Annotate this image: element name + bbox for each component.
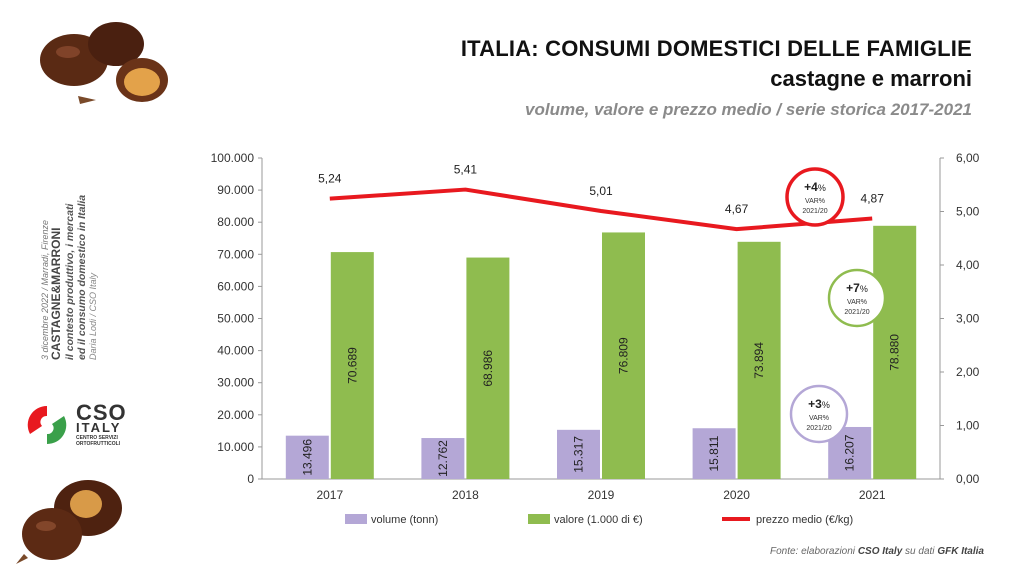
var-badge-period: 2021/20: [844, 309, 869, 316]
page-subtitle: castagne e marroni: [770, 66, 972, 91]
y-tick-label: 10.000: [217, 440, 254, 454]
var-badge-value: +4%: [804, 180, 826, 194]
event-author: Daria Lodi / CSO Italy: [88, 272, 99, 360]
var-badge-label: VAR%: [805, 198, 825, 205]
legend-label: prezzo medio (€/kg): [756, 514, 853, 526]
source-data: GFK Italia: [937, 546, 984, 557]
page-title: ITALIA: CONSUMI DOMESTICI DELLE FAMIGLIE: [460, 36, 972, 61]
bar-valore: [602, 232, 645, 479]
bar-volume: [692, 428, 736, 479]
y-tick-label: 30.000: [217, 376, 254, 390]
bar-valore-label: 78.880: [888, 334, 902, 371]
x-tick-label: 2017: [316, 488, 343, 502]
y-tick-label: 100.000: [211, 151, 255, 165]
var-badge-label: VAR%: [809, 415, 829, 422]
line-prezzo-label: 4,67: [725, 202, 749, 216]
var-badge-period: 2021/20: [802, 208, 827, 215]
y-tick-label: 50.000: [217, 312, 254, 326]
x-tick-label: 2021: [859, 488, 886, 502]
legend-swatch: [528, 514, 550, 524]
legend-label: valore (1.000 di €): [554, 514, 643, 526]
bar-volume-label: 15.811: [707, 435, 721, 471]
bar-valore-label: 76.809: [617, 337, 631, 374]
y-tick-label: 60.000: [217, 279, 254, 293]
legend-swatch: [345, 514, 367, 524]
var-badge-period: 2021/20: [806, 425, 831, 432]
x-tick-label: 2019: [588, 488, 615, 502]
cso-logo-icon: [27, 405, 67, 445]
y2-tick-label: 4,00: [956, 258, 980, 272]
chestnut-bottom-image: [16, 480, 122, 564]
y2-tick-label: 2,00: [956, 365, 980, 379]
source-org: CSO Italy: [857, 546, 903, 557]
event-title: CASTAGNE&MARRONI: [49, 227, 64, 360]
logo-country: ITALY: [76, 420, 122, 435]
legend-label: volume (tonn): [371, 514, 438, 526]
page-description: volume, valore e prezzo medio / serie st…: [525, 100, 972, 119]
y2-tick-label: 5,00: [956, 205, 980, 219]
bar-valore: [737, 241, 781, 479]
sidebar-text: 3 dicembre 2022 / Marradi, Firenze CASTA…: [40, 160, 99, 360]
bar-valore-label: 73.894: [752, 342, 766, 379]
y2-tick-label: 6,00: [956, 151, 980, 165]
bar-volume-label: 12.762: [436, 440, 450, 477]
source-middle: su dati: [902, 546, 938, 557]
var-badge: [827, 268, 887, 328]
line-prezzo-label: 4,87: [861, 191, 885, 205]
y-tick-label: 70.000: [217, 247, 254, 261]
var-badge-value: +7%: [846, 281, 868, 295]
bar-volume: [557, 429, 600, 479]
bar-valore-label: 68.986: [481, 350, 495, 387]
bar-valore: [873, 225, 917, 479]
bar-volume: [421, 438, 465, 479]
bar-volume-label: 15.317: [572, 436, 586, 473]
cso-italy-logo: CSO ITALY CENTRO SERVIZI ORTOFRUTTICOLI: [22, 400, 132, 448]
var-badge-value: +3%: [808, 397, 830, 411]
event-topic-line1: il contesto produttivo, i mercati: [64, 203, 77, 360]
line-prezzo-label: 5,24: [318, 172, 342, 186]
bar-volume-label: 13.496: [300, 439, 314, 476]
y-tick-label: 90.000: [217, 183, 254, 197]
line-prezzo-label: 5,01: [589, 184, 613, 198]
y-tick-label: 0: [247, 472, 254, 486]
bar-volume: [828, 426, 872, 479]
bar-volume-label: 16.207: [843, 434, 857, 471]
chestnut-top-image: [40, 22, 168, 104]
bar-volume: [285, 435, 329, 479]
event-topic-line2: ed il consumo domestico in Italia: [76, 194, 89, 360]
bar-valore: [466, 257, 510, 479]
y2-tick-label: 3,00: [956, 312, 980, 326]
logo-name: CSO: [76, 400, 127, 425]
x-tick-label: 2020: [723, 488, 750, 502]
logo-tagline: CENTRO SERVIZI ORTOFRUTTICOLI: [76, 435, 121, 447]
var-badge: [789, 384, 849, 444]
x-tick-label: 2018: [452, 488, 479, 502]
y-tick-label: 40.000: [217, 344, 254, 358]
y-tick-label: 20.000: [217, 408, 254, 422]
var-badge: [785, 167, 845, 227]
y2-tick-label: 1,00: [956, 419, 980, 433]
source-note: Fonte: elaborazioni CSO Italy su dati GF…: [770, 546, 984, 557]
y-tick-label: 80.000: [217, 215, 254, 229]
source-prefix: Fonte: elaborazioni: [769, 546, 858, 557]
y2-tick-label: 0,00: [956, 472, 980, 486]
line-prezzo: [329, 187, 873, 232]
bar-valore-label: 70.689: [345, 347, 359, 384]
line-prezzo-label: 5,41: [454, 163, 478, 177]
bar-valore: [330, 252, 374, 479]
var-badge-label: VAR%: [847, 299, 867, 306]
